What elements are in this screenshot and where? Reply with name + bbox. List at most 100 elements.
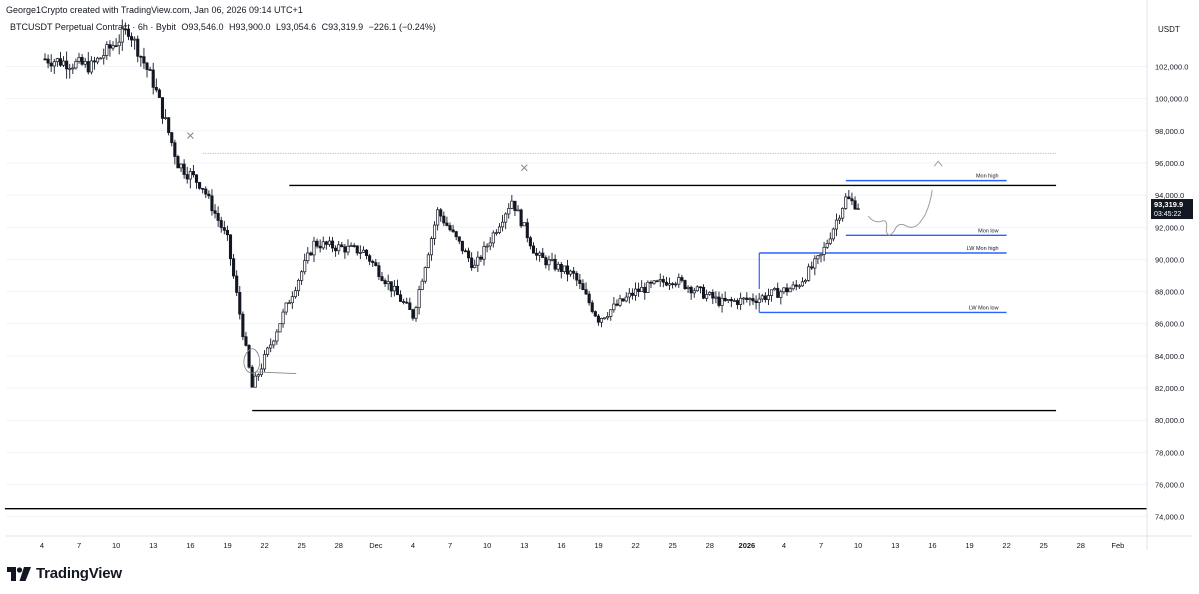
time-axis[interactable]: 4 7 10 13 16 19 22 25 28 Dec 4 7 10 13 16 19 22 25 28 2026 4… [6,535,1192,550]
candle-body [578,279,582,284]
candle-body [726,299,730,301]
projected-path [867,189,933,236]
tradingview-logo-icon [7,566,31,581]
candle-body [321,241,325,249]
candle-body [535,252,539,256]
candle-body [266,347,270,355]
time-tick-label: 7 [819,541,823,550]
candle-body [204,188,208,195]
candle-body [210,195,214,212]
candle-body [272,340,276,346]
candle-body [133,38,137,41]
candle-body [497,226,502,233]
candle-body [219,220,223,228]
time-tick-label: 22 [1002,541,1010,550]
price-tick-label: 90,000.0 [1155,255,1184,264]
candle-body [228,234,233,260]
candle-body [448,225,452,231]
candle-body [256,374,260,377]
candle-body [788,288,792,293]
currency-label: USDT [1158,25,1180,34]
candle-body [232,258,236,277]
candle-body [519,209,523,227]
candle-body [222,227,226,231]
time-tick-label: Feb [1111,541,1124,550]
candle-body [439,209,443,217]
candle-body [618,298,622,306]
ohlc-low: L93,054.6 [276,22,317,32]
time-tick-label: 19 [223,541,231,550]
price-tick-label: 92,000.0 [1155,223,1184,232]
candle-body [633,288,638,296]
candle-body [330,240,335,249]
candle-body [296,279,301,292]
candle-body [658,279,662,282]
candle-body [352,245,356,247]
price-axis[interactable]: 74,000.0 76,000.0 78,000.0 80,000.0 82,000.0… [1146,0,1193,550]
candle-body [58,58,63,66]
candle-body [714,296,718,299]
candle-body [269,344,273,349]
candle-body [364,249,369,257]
candle-body [698,286,702,289]
candle-body [606,316,610,319]
time-tick-label: 2026 [739,541,756,550]
candle-body [810,266,814,269]
candle-body [160,97,165,119]
candle-body [126,28,131,37]
chart-author-line: George1Crypto created with TradingView.c… [6,5,303,15]
candle-body [531,245,536,254]
candle-body [504,213,508,223]
candle-body [371,260,375,263]
candle-body [494,232,498,234]
candle-body [584,289,588,295]
candle-body [290,296,294,304]
candle-body [572,270,576,274]
candle-body [776,288,780,298]
symbol-name[interactable]: BTCUSDT Perpetual Contract · 6h · Bybit [10,22,176,32]
candle-body [185,174,189,180]
symbol-legend[interactable]: BTCUSDT Perpetual Contract · 6h · Bybit … [10,22,439,32]
candle-body [411,309,415,319]
candle-body [813,258,817,269]
price-tick-label: 76,000.0 [1155,481,1184,490]
ohlc-high: H93,900.0 [228,22,271,32]
candle-body [791,284,795,290]
candle-body [46,58,50,64]
candle-body [652,280,656,284]
price-tick-label: 100,000.0 [1155,95,1188,104]
candle-body [485,245,489,248]
candle-body [680,277,684,281]
candle-body [275,331,279,342]
x-marker [520,164,528,172]
candle-body [556,263,560,270]
candle-body [139,55,143,58]
candle-body [426,254,430,268]
candle-body [83,61,87,65]
time-tick-label: 25 [298,541,306,550]
candle-body [547,259,551,266]
candle-body [615,303,619,306]
candle-body [689,286,693,294]
candle-body [816,255,820,260]
candle-body [847,196,851,200]
candle-body [581,283,585,291]
candle-body [157,89,161,98]
candle-body [562,265,566,272]
time-tick-label: 16 [928,541,936,550]
candle-body [803,280,808,283]
candle-body [451,229,455,232]
time-tick-label: 25 [669,541,677,550]
candle-body [838,217,842,221]
grid-lines [6,65,1147,518]
price-tick-label: 94,000.0 [1155,191,1184,200]
candle-body [779,291,783,298]
candle-body [420,280,424,290]
ohlc-close: C93,319.9 [321,22,364,32]
candle-body [120,28,124,43]
candle-body [825,243,829,248]
candle-body [151,69,155,88]
candle-body [433,224,437,239]
time-tick-label: 28 [1077,541,1085,550]
